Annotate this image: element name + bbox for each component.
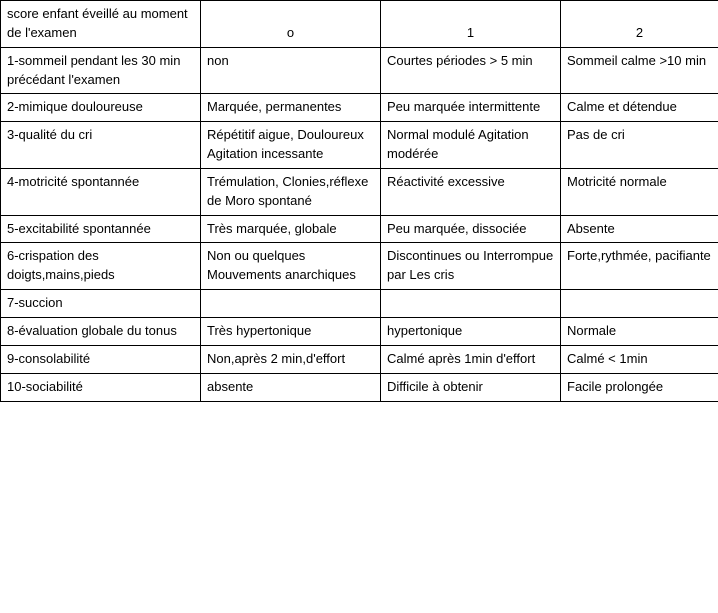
score-table: score enfant éveillé au moment de l'exam… [0,0,718,402]
cell: Peu marquée, dissociée [381,215,561,243]
cell: Absente [561,215,718,243]
cell: Difficile à obtenir [381,373,561,401]
cell: Calmé après 1min d'effort [381,345,561,373]
row-label: 2-mimique douloureuse [1,94,201,122]
table-body: 1-sommeil pendant les 30 min précédant l… [1,47,718,401]
cell: Très marquée, globale [201,215,381,243]
table-row: 10-sociabilité absente Difficile à obten… [1,373,718,401]
cell [561,290,718,318]
row-label: 3-qualité du cri [1,122,201,169]
row-label: 6-crispation des doigts,mains,pieds [1,243,201,290]
row-label: 8-évaluation globale du tonus [1,317,201,345]
cell: Sommeil calme >10 min [561,47,718,94]
cell [201,290,381,318]
cell: Calme et détendue [561,94,718,122]
header-col-0: o [201,1,381,48]
cell: Courtes périodes > 5 min [381,47,561,94]
row-label: 4-motricité spontannée [1,168,201,215]
cell [381,290,561,318]
cell: Non,après 2 min,d'effort [201,345,381,373]
cell: Réactivité excessive [381,168,561,215]
header-col-2: 2 [561,1,718,48]
cell: Marquée, permanentes [201,94,381,122]
cell: Normale [561,317,718,345]
row-label: 7-succion [1,290,201,318]
table-row: 6-crispation des doigts,mains,pieds Non … [1,243,718,290]
header-row-label: score enfant éveillé au moment de l'exam… [1,1,201,48]
cell: Pas de cri [561,122,718,169]
row-label: 10-sociabilité [1,373,201,401]
cell: Répétitif aigue, Douloureux Agitation in… [201,122,381,169]
table-header-row: score enfant éveillé au moment de l'exam… [1,1,718,48]
table-row: 8-évaluation globale du tonus Très hyper… [1,317,718,345]
cell: Normal modulé Agitation modérée [381,122,561,169]
table-row: 5-excitabilité spontannée Très marquée, … [1,215,718,243]
cell: Discontinues ou Interrompue par Les cris [381,243,561,290]
cell: Motricité normale [561,168,718,215]
cell: Très hypertonique [201,317,381,345]
row-label: 9-consolabilité [1,345,201,373]
cell: Trémulation, Clonies,réflexe de Moro spo… [201,168,381,215]
cell: Non ou quelques Mouvements anarchiques [201,243,381,290]
cell: hypertonique [381,317,561,345]
cell: Facile prolongée [561,373,718,401]
cell: absente [201,373,381,401]
table-row: 3-qualité du cri Répétitif aigue, Doulou… [1,122,718,169]
table-row: 9-consolabilité Non,après 2 min,d'effort… [1,345,718,373]
row-label: 5-excitabilité spontannée [1,215,201,243]
cell: Forte,rythmée, pacifiante [561,243,718,290]
table-row: 7-succion [1,290,718,318]
table-row: 4-motricité spontannée Trémulation, Clon… [1,168,718,215]
row-label: 1-sommeil pendant les 30 min précédant l… [1,47,201,94]
table-row: 2-mimique douloureuse Marquée, permanent… [1,94,718,122]
cell: non [201,47,381,94]
cell: Peu marquée intermittente [381,94,561,122]
header-col-1: 1 [381,1,561,48]
table-row: 1-sommeil pendant les 30 min précédant l… [1,47,718,94]
cell: Calmé < 1min [561,345,718,373]
